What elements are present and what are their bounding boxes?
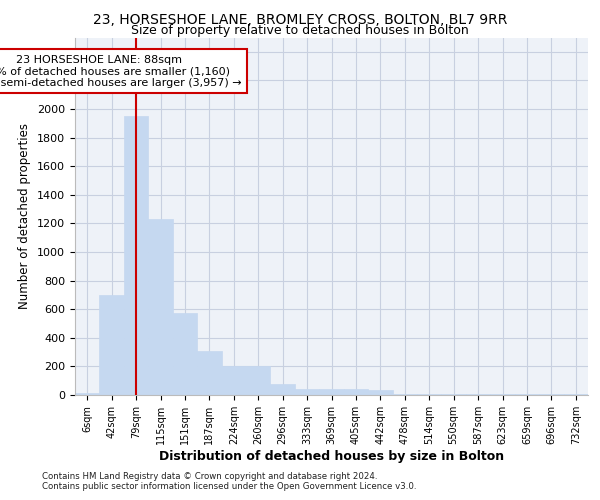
Bar [197,352,221,395]
Bar [539,394,563,395]
Bar [563,394,588,395]
Bar [490,394,515,395]
Bar [100,295,124,395]
Bar [392,394,417,395]
Bar [466,394,490,395]
Bar [368,390,392,395]
Y-axis label: Number of detached properties: Number of detached properties [19,123,31,309]
X-axis label: Distribution of detached houses by size in Bolton: Distribution of detached houses by size … [159,450,504,462]
Text: Size of property relative to detached houses in Bolton: Size of property relative to detached ho… [131,24,469,37]
Bar [221,366,246,395]
Bar [295,388,319,395]
Bar [344,390,368,395]
Bar [124,116,148,395]
Bar [319,390,344,395]
Bar [271,384,295,395]
Text: 23 HORSESHOE LANE: 88sqm
← 22% of detached houses are smaller (1,160)
77% of sem: 23 HORSESHOE LANE: 88sqm ← 22% of detach… [0,54,241,88]
Bar [173,313,197,395]
Bar [246,366,271,395]
Bar [417,394,442,395]
Text: Contains HM Land Registry data © Crown copyright and database right 2024.: Contains HM Land Registry data © Crown c… [42,472,377,481]
Bar [148,219,173,395]
Text: 23, HORSESHOE LANE, BROMLEY CROSS, BOLTON, BL7 9RR: 23, HORSESHOE LANE, BROMLEY CROSS, BOLTO… [93,12,507,26]
Bar [515,394,539,395]
Bar [75,393,100,395]
Bar [442,394,466,395]
Text: Contains public sector information licensed under the Open Government Licence v3: Contains public sector information licen… [42,482,416,491]
